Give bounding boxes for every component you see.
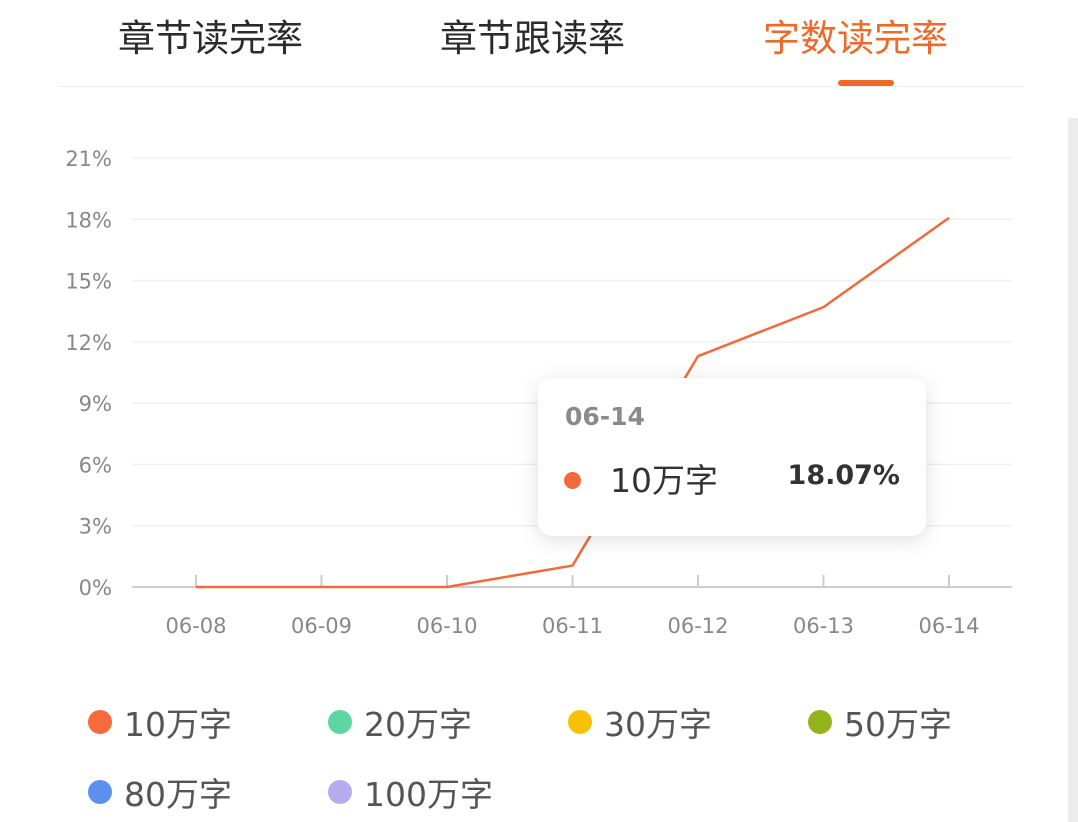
- tab-divider: [58, 86, 1024, 87]
- y-tick-label: 21%: [65, 147, 112, 171]
- legend-item-100wan[interactable]: 100万字: [328, 768, 493, 816]
- data-point: [321, 586, 322, 588]
- y-tick-label: 18%: [65, 208, 112, 232]
- data-point: [697, 355, 699, 357]
- legend-dot: [88, 780, 112, 804]
- data-point: [823, 306, 824, 308]
- legend-dot: [568, 710, 592, 734]
- tab-chapter-completion-rate[interactable]: 章节读完率: [118, 17, 303, 60]
- legend-label: 30万字: [604, 705, 712, 744]
- tooltip-value: 18.07%: [787, 460, 900, 491]
- data-point: [572, 565, 573, 567]
- chart-tooltip: 06-14 10万字 18.07%: [538, 378, 926, 536]
- legend-item-80wan[interactable]: 80万字: [88, 768, 232, 816]
- x-tick-label: 06-09: [291, 614, 352, 638]
- x-tick-label: 06-08: [165, 614, 226, 638]
- legend-item-20wan[interactable]: 20万字: [328, 698, 472, 746]
- legend-label: 100万字: [364, 775, 493, 814]
- legend-label: 20万字: [364, 705, 472, 744]
- x-tick-label: 06-13: [793, 614, 854, 638]
- legend-label: 10万字: [124, 705, 232, 744]
- x-tick-label: 06-14: [918, 614, 979, 638]
- legend-dot: [328, 710, 352, 734]
- data-point: [446, 586, 448, 588]
- scrollbar[interactable]: [1068, 118, 1078, 822]
- active-tab-indicator: [838, 80, 894, 86]
- y-tick-label: 12%: [65, 331, 112, 355]
- tab-bar: 章节读完率 章节跟读率 字数读完率: [0, 0, 1078, 86]
- y-tick-label: 3%: [79, 515, 112, 539]
- y-tick-label: 0%: [79, 576, 112, 600]
- y-tick-label: 15%: [65, 270, 112, 294]
- y-tick-label: 6%: [79, 453, 112, 477]
- tooltip-date: 06-14: [565, 402, 645, 431]
- legend-item-10wan[interactable]: 10万字: [88, 698, 232, 746]
- tooltip-series-dot: [564, 472, 581, 489]
- legend-dot: [328, 780, 352, 804]
- legend-label: 50万字: [844, 705, 952, 744]
- legend-label: 80万字: [124, 775, 232, 814]
- legend-dot: [808, 710, 832, 734]
- x-tick-label: 06-11: [542, 614, 603, 638]
- data-point: [195, 586, 197, 588]
- legend-dot: [88, 710, 112, 734]
- tooltip-series-name: 10万字: [610, 461, 718, 500]
- legend-item-30wan[interactable]: 30万字: [568, 698, 712, 746]
- tab-word-count-completion-rate[interactable]: 字数读完率: [763, 17, 948, 60]
- data-point: [948, 217, 950, 219]
- chart-legend: 10万字 20万字 30万字 50万字 80万字 100万字: [0, 690, 1078, 822]
- tab-chapter-follow-rate[interactable]: 章节跟读率: [440, 17, 625, 60]
- x-tick-label: 06-10: [416, 614, 477, 638]
- y-tick-label: 9%: [79, 392, 112, 416]
- legend-item-50wan[interactable]: 50万字: [808, 698, 952, 746]
- x-tick-label: 06-12: [667, 614, 728, 638]
